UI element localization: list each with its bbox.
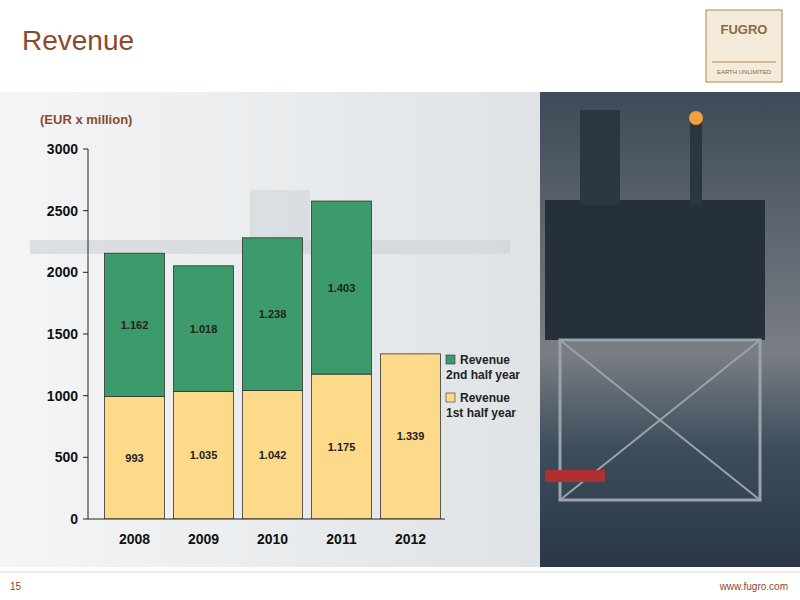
- data-label: 1.042: [259, 449, 287, 461]
- bar-segment: [243, 238, 303, 391]
- bars: [105, 201, 441, 519]
- x-tick-label: 2010: [257, 531, 288, 547]
- x-tick-label: 2012: [395, 531, 426, 547]
- y-tick: [83, 457, 88, 458]
- decor: [690, 120, 702, 205]
- legend-line: Revenue: [460, 391, 510, 405]
- decor: [712, 62, 776, 63]
- bar-segment: [174, 391, 234, 519]
- data-label: 1.018: [190, 323, 218, 335]
- data-label: 1.175: [328, 441, 356, 453]
- x-tick-label: 2008: [119, 531, 150, 547]
- decor: [545, 470, 605, 482]
- background-photo: [540, 92, 800, 567]
- y-tick: [83, 334, 88, 335]
- data-label: 1.035: [190, 449, 218, 461]
- data-label: 1.162: [121, 319, 149, 331]
- y-tick: [83, 149, 88, 150]
- page-number: 15: [10, 581, 22, 592]
- logo-box: [706, 10, 782, 82]
- y-tick-label: 2000: [47, 264, 78, 280]
- legend-label: Revenue1st half year: [446, 391, 516, 420]
- bar-segment: [312, 201, 372, 374]
- logo: FUGRO EARTH UNLIMITED: [706, 10, 782, 82]
- y-tick-label: 500: [55, 449, 79, 465]
- legend-line: 1st half year: [446, 406, 516, 420]
- bar-segment: [243, 390, 303, 519]
- decor: [689, 111, 703, 125]
- legend: Revenue2nd half yearRevenue1st half year: [446, 353, 520, 420]
- legend-label: Revenue2nd half year: [446, 353, 520, 382]
- decor: [545, 200, 765, 340]
- y-tick: [83, 272, 88, 273]
- axes: 0 500 1000 1500 2000 2500 3000 2008 2009 2010 2011…: [47, 141, 445, 547]
- y-tick: [83, 395, 88, 396]
- data-label: 1.403: [328, 282, 356, 294]
- y-tick-label: 3000: [47, 141, 78, 157]
- logo-tagline: EARTH UNLIMITED: [717, 69, 772, 75]
- legend-line: 2nd half year: [446, 368, 520, 382]
- data-label: 1.339: [397, 430, 425, 442]
- title: Revenue: [22, 25, 134, 56]
- bar-segment: [381, 354, 441, 519]
- background-left: [0, 92, 540, 567]
- logo-text: FUGRO: [721, 22, 768, 37]
- y-tick: [83, 519, 88, 520]
- legend-line: Revenue: [460, 353, 510, 367]
- bar-segment: [174, 266, 234, 392]
- y-tick-label: 1500: [47, 326, 78, 342]
- page: Revenue FUGRO EARTH UNLIMITED 15 www.fugro.c…: [0, 0, 800, 600]
- legend-swatch: [446, 355, 455, 364]
- photo-platform: [545, 110, 765, 500]
- y-axis-label: (EUR x million): [40, 112, 132, 127]
- footer-rule: [0, 572, 800, 573]
- bar-segment: [105, 253, 165, 396]
- y-tick-label: 2500: [47, 203, 78, 219]
- x-tick-label: 2011: [326, 531, 357, 547]
- bar-segment: [312, 374, 372, 519]
- data-label: 1.238: [259, 308, 287, 320]
- y-tick: [83, 210, 88, 211]
- decor: [580, 110, 620, 205]
- x-tick-label: 2009: [188, 531, 219, 547]
- y-tick-label: 1000: [47, 388, 78, 404]
- footer-url: www.fugro.com: [719, 581, 788, 592]
- y-tick-label: 0: [70, 511, 78, 527]
- data-label: 993: [125, 452, 143, 464]
- data-labels: 993 1.035 1.042 1.175 1.339 1.162 1.018 1.238 1.…: [121, 282, 425, 464]
- legend-swatch: [446, 393, 455, 402]
- bar-segment: [105, 397, 165, 519]
- x-axis-line: [88, 519, 445, 520]
